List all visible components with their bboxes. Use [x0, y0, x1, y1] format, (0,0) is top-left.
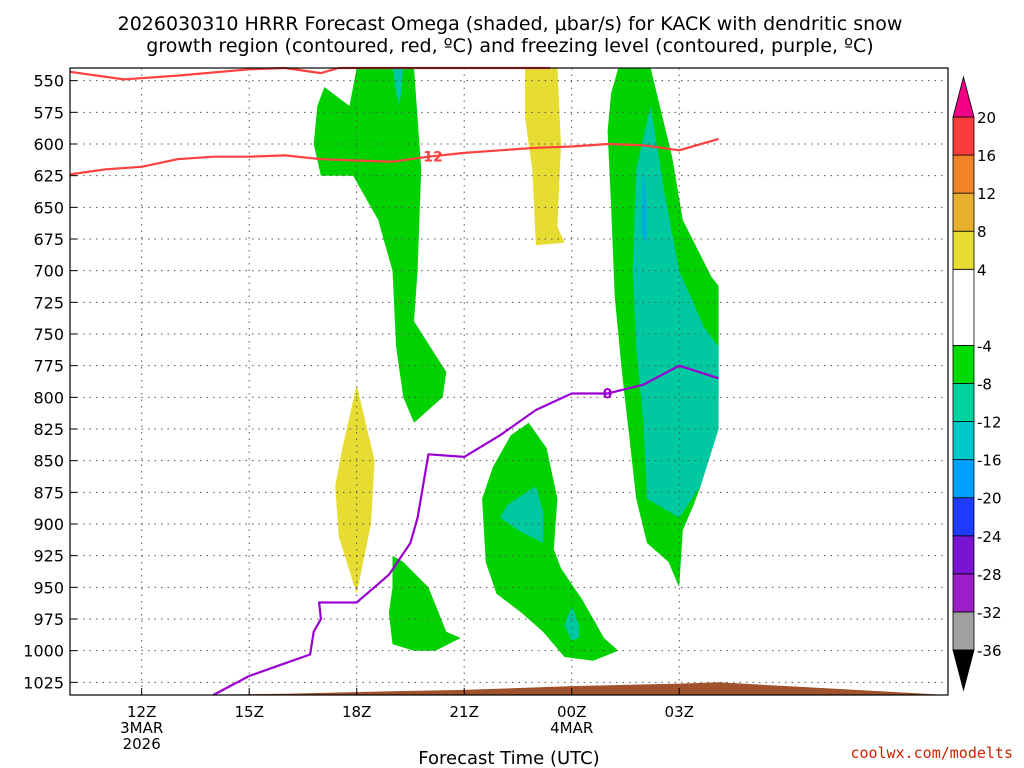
omega-region-8	[641, 169, 647, 246]
colorbar-over-triangle	[952, 75, 975, 118]
colorbar-band-10	[952, 192, 975, 232]
colorbar-label-1: -32	[977, 604, 1002, 622]
freezing_level-line-2	[212, 364, 719, 696]
omega-region-9	[335, 384, 375, 594]
omega-region-3	[482, 422, 619, 661]
omega-region-4	[500, 486, 543, 543]
colorbar-label-10: 8	[977, 223, 987, 241]
y-tick-label-1: 575	[33, 103, 64, 122]
y-tick-label-4: 650	[33, 198, 64, 217]
colorbar-label-5: -16	[977, 452, 1002, 470]
colorbar: -36 -32 -28 -24 -20 -16 -12 -8 -4 4 8 12 16 20	[952, 75, 1002, 692]
omega-region-2	[388, 555, 461, 651]
colorbar-band-9	[952, 230, 975, 270]
y-tick-label-13: 875	[33, 483, 64, 502]
colorbar-label-0: -36	[977, 642, 1002, 660]
isotherm-label: -12	[418, 150, 443, 166]
omega-region-0	[313, 68, 447, 423]
x-tick-label-5-0: 03Z	[665, 703, 694, 721]
y-tick-label-6: 700	[33, 262, 64, 281]
freezing-level-label: 0	[603, 387, 613, 403]
y-tick-label-8: 750	[33, 325, 64, 344]
colorbar-label-4: -20	[977, 490, 1002, 508]
x-axis-label: Forecast Time (UTC)	[418, 748, 599, 768]
colorbar-label-9: 4	[977, 261, 987, 279]
colorbar-label-13: 20	[977, 109, 996, 127]
x-tick-label-0-2: 2026	[123, 735, 161, 753]
y-tick-label-5: 675	[33, 230, 64, 249]
grid-lines	[70, 68, 948, 695]
x-tick-label-0-1: 3MAR	[120, 719, 163, 737]
colorbar-band-1	[952, 573, 975, 613]
y-tick-label-3: 625	[33, 167, 64, 186]
y-tick-label-0: 550	[33, 72, 64, 91]
colorbar-band-0	[952, 611, 975, 651]
y-tick-label-12: 850	[33, 452, 64, 471]
y-tick-label-11: 825	[33, 420, 64, 439]
surface-terrain-fill	[70, 682, 948, 695]
omega-region-1	[392, 68, 404, 106]
colorbar-band-11	[952, 154, 975, 194]
colorbar-label-8: -4	[977, 337, 992, 355]
x-tick-label-3-0: 21Z	[450, 703, 479, 721]
colorbar-band-6	[952, 383, 975, 422]
omega-region-7	[632, 106, 719, 518]
y-tick-label-10: 800	[33, 388, 64, 407]
surface-terrain	[70, 682, 948, 695]
x-tick-label-4-0: 00Z	[557, 703, 586, 721]
colorbar-band-7	[952, 345, 975, 384]
colorbar-band-3	[952, 497, 975, 537]
y-tick-label-2: 600	[33, 135, 64, 154]
x-tick-label-4-1: 4MAR	[550, 719, 593, 737]
y-tick-label-14: 900	[33, 515, 64, 534]
colorbar-band-8	[952, 268, 975, 346]
y-tick-label-9: 775	[33, 357, 64, 376]
plot-area: -12 0	[69, 66, 949, 696]
x-tick-label-1-0: 15Z	[234, 703, 263, 721]
credit-text: coolwx.com/modelts	[850, 744, 1013, 762]
y-tick-label-15: 925	[33, 547, 64, 566]
colorbar-label-7: -8	[977, 376, 992, 394]
colorbar-label-2: -28	[977, 566, 1002, 584]
omega-region-5	[564, 606, 579, 641]
colorbar-band-5	[952, 421, 975, 461]
x-tick-label-0-0: 12Z	[127, 703, 156, 721]
colorbar-band-2	[952, 535, 975, 575]
omega-region-10	[525, 68, 565, 246]
plot-frame	[69, 67, 949, 696]
colorbar-label-12: 16	[977, 147, 996, 165]
chart-title-line1: 2026030310 HRRR Forecast Omega (shaded, …	[118, 13, 903, 35]
colorbar-label-6: -12	[977, 414, 1002, 432]
y-tick-label-18: 1000	[23, 642, 64, 661]
colorbar-band-4	[952, 459, 975, 499]
colorbar-under-triangle	[952, 649, 975, 692]
y-tick-label-19: 1025	[23, 673, 64, 692]
colorbar-label-3: -24	[977, 528, 1002, 546]
y-tick-label-16: 950	[33, 578, 64, 597]
y-tick-label-17: 975	[33, 610, 64, 629]
isotherm-line-1	[69, 137, 719, 176]
colorbar-band-12	[952, 116, 975, 156]
chart-title-line2: growth region (contoured, red, ºC) and f…	[146, 35, 873, 57]
omega-shading	[313, 68, 719, 661]
y-tick-label-7: 725	[33, 293, 64, 312]
x-tick-label-2-0: 18Z	[342, 703, 371, 721]
y-axis: 550 575 600 625 650 675 700 725 750 775 800 825 850 8…	[23, 72, 77, 692]
colorbar-label-11: 12	[977, 185, 996, 203]
